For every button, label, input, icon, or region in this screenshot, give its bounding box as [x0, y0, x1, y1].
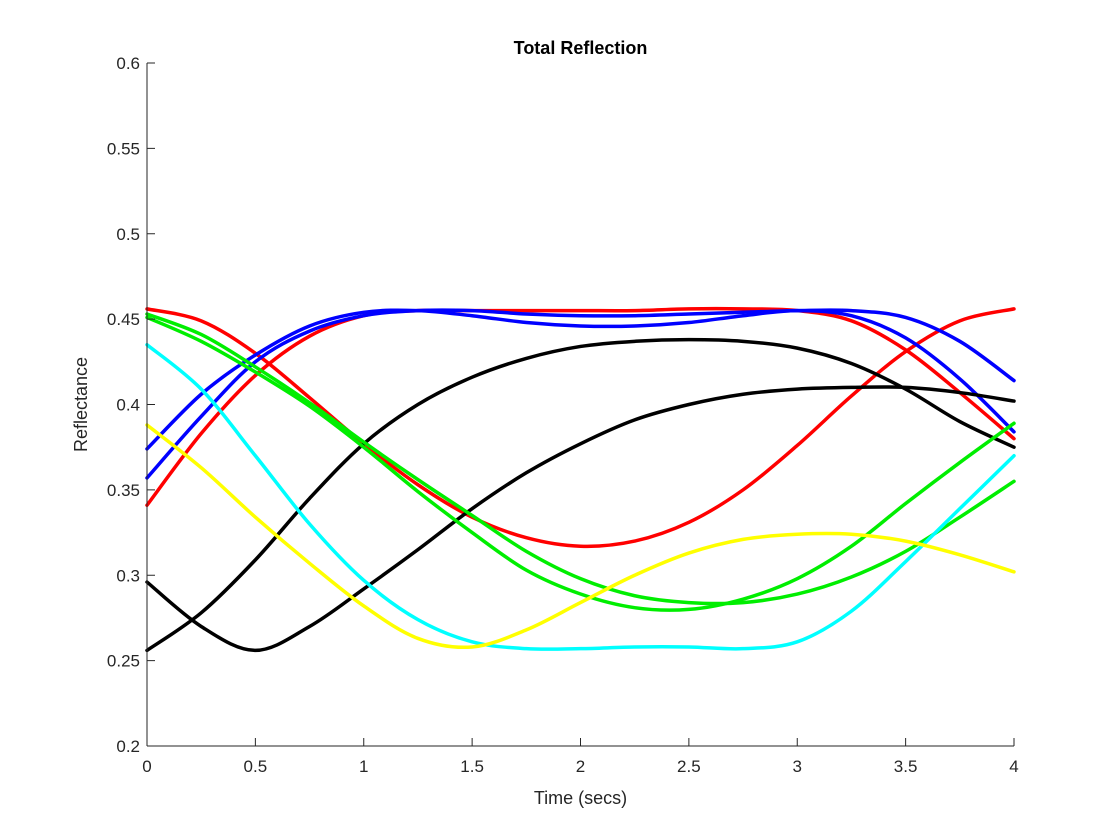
x-axis-label: Time (secs): [534, 788, 627, 808]
x-tick-label: 1: [359, 757, 368, 776]
series-line-9: [145, 342, 1016, 651]
x-tick-label: 2.5: [677, 757, 701, 776]
x-tick-label: 0: [142, 757, 151, 776]
y-tick-label: 0.6: [116, 54, 140, 73]
series-line-6: [145, 385, 1016, 653]
y-tick-label: 0.5: [116, 225, 140, 244]
x-tick-label: 3.5: [894, 757, 918, 776]
series-line-1: [145, 307, 1016, 549]
x-tick-label: 2: [576, 757, 585, 776]
series-line-3: [145, 308, 1016, 451]
x-tick-label: 1.5: [460, 757, 484, 776]
series-line-2: [145, 306, 1016, 507]
x-tick-label: 4: [1009, 757, 1018, 776]
y-tick-label: 0.3: [116, 566, 140, 585]
series-line-8: [145, 315, 1016, 612]
y-axis-label: Reflectance: [71, 357, 91, 452]
y-tick-label: 0.2: [116, 737, 140, 756]
y-tick-label: 0.25: [107, 652, 140, 671]
y-tick-label: 0.4: [116, 396, 140, 415]
series-line-4: [145, 308, 1016, 480]
x-tick-label: 3: [793, 757, 802, 776]
series-line-10: [145, 423, 1016, 650]
series-line-7: [145, 312, 1016, 606]
ticks-layer: 0 0.5 1 1.5 2 2.5 3 3.5 4 0.2 0.25 0.3 0.35 0.4 0.45 0.…: [107, 54, 1019, 776]
series-line-5: [145, 337, 1016, 653]
chart-title: Total Reflection: [514, 38, 648, 58]
y-tick-label: 0.55: [107, 139, 140, 158]
plot-area: [147, 63, 1014, 746]
y-tick-label: 0.35: [107, 481, 140, 500]
x-tick-label: 0.5: [244, 757, 268, 776]
y-tick-label: 0.45: [107, 310, 140, 329]
series-layer: [145, 306, 1016, 653]
